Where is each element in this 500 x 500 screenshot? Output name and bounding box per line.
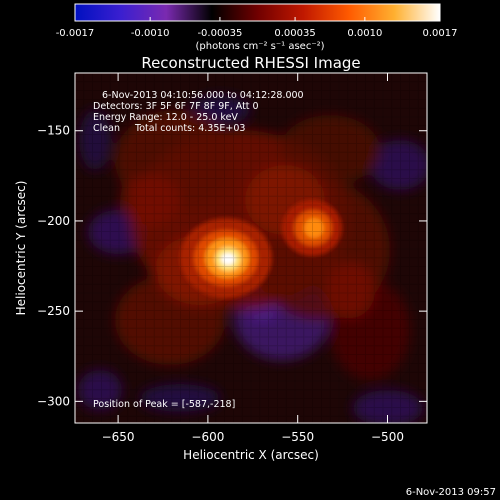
peak-position-label: Position of Peak = [-587,-218] xyxy=(93,399,235,410)
y-tick-label: −150 xyxy=(37,124,70,138)
heatmap-sources xyxy=(180,200,342,298)
y-tick-label: −250 xyxy=(37,304,70,318)
heatmap-image xyxy=(75,73,427,423)
x-tick-label: −550 xyxy=(281,430,314,444)
x-tick-label: −650 xyxy=(102,430,135,444)
colorbar-units: (photons cm⁻² s⁻¹ asec⁻²) xyxy=(195,41,324,52)
pixel-grid xyxy=(75,73,427,423)
y-axis-label: Heliocentric Y (arcsec) xyxy=(14,181,28,316)
annotation-counts: Clean Total counts: 4.35E+03 xyxy=(93,123,245,134)
x-tick-label: −500 xyxy=(371,430,404,444)
x-axis-label: Heliocentric X (arcsec) xyxy=(183,448,319,462)
y-tick-label: −200 xyxy=(37,214,70,228)
colorbar-tick-label: 0.00035 xyxy=(274,28,315,39)
plot-frame xyxy=(74,72,428,424)
colorbar-tick-label: -0.0010 xyxy=(131,28,170,39)
footer-timestamp: 6-Nov-2013 09:57 xyxy=(406,487,496,498)
colorbar-ticks: -0.0017 -0.0010 -0.00035 0.00035 0.0010 0.001… xyxy=(56,17,458,39)
colorbar-tick-label: -0.00035 xyxy=(197,28,242,39)
colorbar xyxy=(74,3,441,22)
colorbar-tick-label: 0.0010 xyxy=(347,28,382,39)
annotation-energy-range: Energy Range: 12.0 - 25.0 keV xyxy=(93,112,238,123)
colorbar-tick-label: 0.0017 xyxy=(423,28,458,39)
y-tick-label: −300 xyxy=(37,394,70,408)
chart-title: Reconstructed RHESSI Image xyxy=(141,54,360,72)
colorbar-tick-label: -0.0017 xyxy=(56,28,95,39)
axis-ticks: −650 −600 −550 −500 −150 −200 −250 −300 xyxy=(37,73,427,444)
annotation-time-range: 6-Nov-2013 04:10:56.000 to 04:12:28.000 xyxy=(102,90,304,101)
x-tick-label: −600 xyxy=(191,430,224,444)
annotation-detectors: Detectors: 3F 5F 6F 7F 8F 9F, Att 0 xyxy=(93,101,259,112)
